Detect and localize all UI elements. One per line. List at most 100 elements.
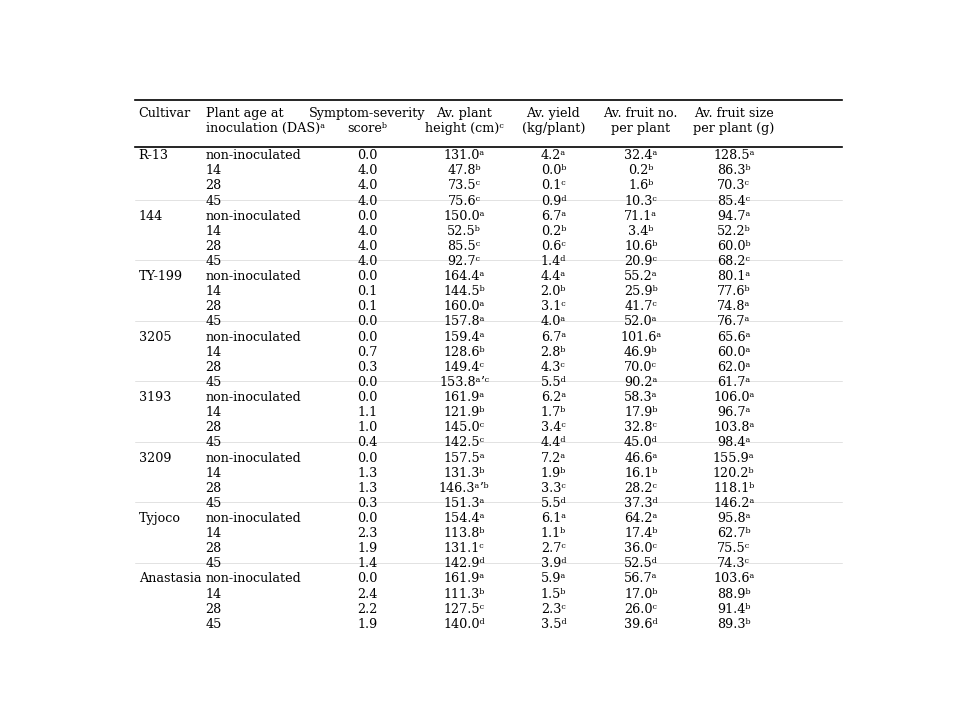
Text: 111.3ᵇ: 111.3ᵇ — [444, 587, 485, 600]
Text: 2.3: 2.3 — [357, 527, 377, 540]
Text: 60.0ᵇ: 60.0ᵇ — [717, 240, 751, 253]
Text: 85.5ᶜ: 85.5ᶜ — [447, 240, 481, 253]
Text: 0.0: 0.0 — [357, 315, 377, 328]
Text: 0.0: 0.0 — [357, 391, 377, 404]
Text: 3.3ᶜ: 3.3ᶜ — [541, 482, 565, 495]
Text: 160.0ᵃ: 160.0ᵃ — [444, 300, 485, 313]
Text: 61.7ᵃ: 61.7ᵃ — [717, 376, 751, 389]
Text: 0.0: 0.0 — [357, 330, 377, 344]
Text: 4.0: 4.0 — [357, 225, 377, 238]
Text: 16.1ᵇ: 16.1ᵇ — [624, 467, 658, 480]
Text: 47.8ᵇ: 47.8ᵇ — [447, 164, 481, 177]
Text: 103.8ᵃ: 103.8ᵃ — [713, 421, 755, 434]
Text: 1.1ᵇ: 1.1ᵇ — [540, 527, 566, 540]
Text: 92.7ᶜ: 92.7ᶜ — [447, 255, 481, 268]
Text: 88.9ᵇ: 88.9ᵇ — [717, 587, 751, 600]
Text: 106.0ᵃ: 106.0ᵃ — [713, 391, 755, 404]
Text: 17.0ᵇ: 17.0ᵇ — [624, 587, 658, 600]
Text: 25.9ᵇ: 25.9ᵇ — [624, 285, 658, 298]
Text: non-inoculated: non-inoculated — [205, 330, 301, 344]
Text: Av. yield
(kg/plant): Av. yield (kg/plant) — [521, 107, 586, 135]
Text: 75.6ᶜ: 75.6ᶜ — [447, 195, 481, 208]
Text: 0.0ᵇ: 0.0ᵇ — [540, 164, 566, 177]
Text: 55.2ᵃ: 55.2ᵃ — [624, 270, 658, 283]
Text: 144: 144 — [138, 210, 163, 223]
Text: 26.0ᶜ: 26.0ᶜ — [624, 602, 658, 616]
Text: 52.0ᵃ: 52.0ᵃ — [624, 315, 658, 328]
Text: 0.0: 0.0 — [357, 512, 377, 525]
Text: 95.8ᵃ: 95.8ᵃ — [717, 512, 751, 525]
Text: 6.7ᵃ: 6.7ᵃ — [540, 210, 566, 223]
Text: 6.7ᵃ: 6.7ᵃ — [540, 330, 566, 344]
Text: 3193: 3193 — [138, 391, 171, 404]
Text: 86.3ᵇ: 86.3ᵇ — [717, 164, 751, 177]
Text: 120.2ᵇ: 120.2ᵇ — [713, 467, 755, 480]
Text: 28: 28 — [205, 300, 222, 313]
Text: 68.2ᶜ: 68.2ᶜ — [717, 255, 750, 268]
Text: 17.4ᵇ: 17.4ᵇ — [624, 527, 658, 540]
Text: 2.2: 2.2 — [357, 602, 377, 616]
Text: 131.3ᵇ: 131.3ᵇ — [444, 467, 485, 480]
Text: 85.4ᶜ: 85.4ᶜ — [717, 195, 751, 208]
Text: 62.7ᵇ: 62.7ᵇ — [717, 527, 751, 540]
Text: 10.3ᶜ: 10.3ᶜ — [624, 195, 658, 208]
Text: 80.1ᵃ: 80.1ᵃ — [717, 270, 751, 283]
Text: 101.6ᵃ: 101.6ᵃ — [620, 330, 661, 344]
Text: 58.3ᵃ: 58.3ᵃ — [624, 391, 658, 404]
Text: 70.3ᶜ: 70.3ᶜ — [717, 180, 750, 192]
Text: 52.5ᵇ: 52.5ᵇ — [447, 225, 481, 238]
Text: 5.5ᵈ: 5.5ᵈ — [540, 376, 566, 389]
Text: 1.1: 1.1 — [357, 406, 377, 419]
Text: 0.2ᵇ: 0.2ᵇ — [628, 164, 654, 177]
Text: Plant age at
inoculation (DAS)ᵃ: Plant age at inoculation (DAS)ᵃ — [205, 107, 324, 135]
Text: 52.2ᵇ: 52.2ᵇ — [717, 225, 751, 238]
Text: 6.2ᵃ: 6.2ᵃ — [540, 391, 566, 404]
Text: 157.5ᵃ: 157.5ᵃ — [444, 452, 485, 465]
Text: 28: 28 — [205, 361, 222, 374]
Text: 2.3ᶜ: 2.3ᶜ — [541, 602, 565, 616]
Text: 161.9ᵃ: 161.9ᵃ — [444, 572, 485, 585]
Text: 0.0: 0.0 — [357, 149, 377, 162]
Text: 1.4: 1.4 — [357, 557, 377, 570]
Text: 142.9ᵈ: 142.9ᵈ — [444, 557, 485, 570]
Text: 1.6ᵇ: 1.6ᵇ — [628, 180, 654, 192]
Text: Cultivar: Cultivar — [138, 107, 191, 120]
Text: 0.1: 0.1 — [357, 300, 377, 313]
Text: 0.6ᶜ: 0.6ᶜ — [541, 240, 565, 253]
Text: 128.5ᵃ: 128.5ᵃ — [713, 149, 755, 162]
Text: 3205: 3205 — [138, 330, 171, 344]
Text: 113.8ᵇ: 113.8ᵇ — [444, 527, 485, 540]
Text: 3.9ᵈ: 3.9ᵈ — [540, 557, 566, 570]
Text: 45: 45 — [205, 617, 222, 631]
Text: 4.4ᵃ: 4.4ᵃ — [540, 270, 566, 283]
Text: 32.8ᶜ: 32.8ᶜ — [624, 421, 658, 434]
Text: 28: 28 — [205, 602, 222, 616]
Text: 1.3: 1.3 — [357, 467, 377, 480]
Text: 4.3ᶜ: 4.3ᶜ — [541, 361, 565, 374]
Text: 4.0: 4.0 — [357, 164, 377, 177]
Text: Av. fruit no.
per plant: Av. fruit no. per plant — [604, 107, 678, 135]
Text: non-inoculated: non-inoculated — [205, 572, 301, 585]
Text: 0.1ᶜ: 0.1ᶜ — [541, 180, 565, 192]
Text: 64.2ᵃ: 64.2ᵃ — [624, 512, 658, 525]
Text: 45: 45 — [205, 255, 222, 268]
Text: 3.5ᵈ: 3.5ᵈ — [540, 617, 566, 631]
Text: 150.0ᵃ: 150.0ᵃ — [444, 210, 485, 223]
Text: non-inoculated: non-inoculated — [205, 210, 301, 223]
Text: 5.9ᵃ: 5.9ᵃ — [540, 572, 566, 585]
Text: 127.5ᶜ: 127.5ᶜ — [444, 602, 485, 616]
Text: 14: 14 — [205, 285, 222, 298]
Text: 121.9ᵇ: 121.9ᵇ — [444, 406, 485, 419]
Text: 146.3ᵃʼᵇ: 146.3ᵃʼᵇ — [439, 482, 490, 495]
Text: 131.0ᵃ: 131.0ᵃ — [444, 149, 485, 162]
Text: 4.0: 4.0 — [357, 195, 377, 208]
Text: 45: 45 — [205, 376, 222, 389]
Text: 161.9ᵃ: 161.9ᵃ — [444, 391, 485, 404]
Text: 4.2ᵃ: 4.2ᵃ — [540, 149, 566, 162]
Text: 149.4ᶜ: 149.4ᶜ — [444, 361, 485, 374]
Text: 7.2ᵃ: 7.2ᵃ — [540, 452, 566, 465]
Text: 41.7ᶜ: 41.7ᶜ — [624, 300, 658, 313]
Text: non-inoculated: non-inoculated — [205, 452, 301, 465]
Text: 4.4ᵈ: 4.4ᵈ — [540, 437, 566, 449]
Text: 146.2ᵃ: 146.2ᵃ — [713, 497, 755, 510]
